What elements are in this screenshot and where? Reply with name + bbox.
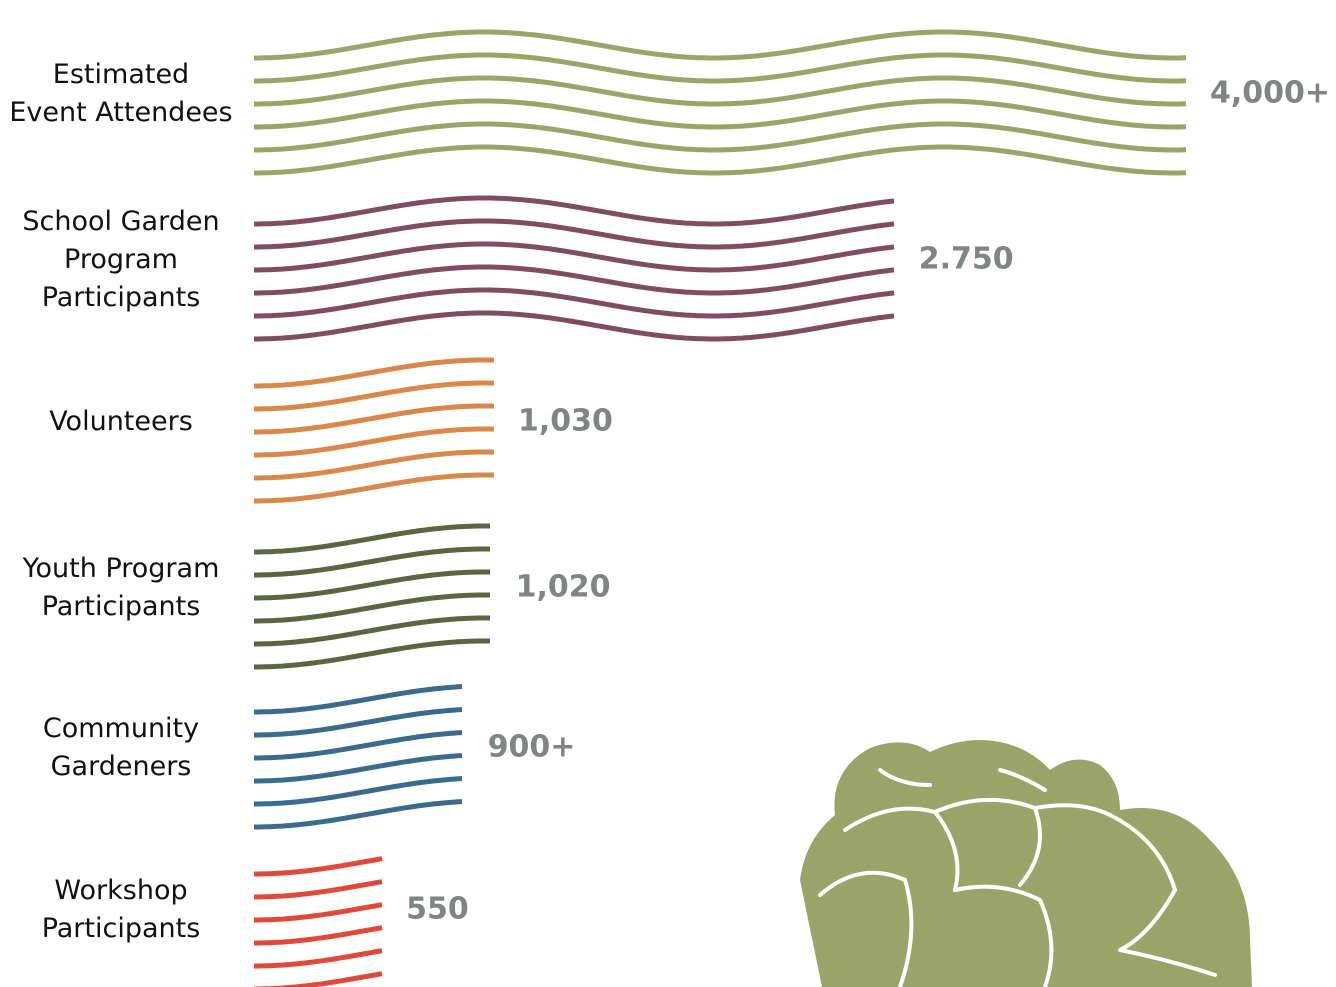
bar-6-wave xyxy=(254,879,383,900)
category-label-5: Community Gardeners xyxy=(43,713,199,782)
category-label-1: Estimated Event Attendees xyxy=(9,59,232,128)
bar-4-wave xyxy=(254,592,490,624)
artichoke-vein xyxy=(998,768,1047,792)
bar-1-wave xyxy=(254,52,1187,84)
value-label-5: 900+ xyxy=(488,730,576,765)
bar-2-wave xyxy=(254,287,895,319)
value-label-1: 4,000+ xyxy=(1210,76,1330,111)
bar-1-wave xyxy=(254,29,1187,61)
artichoke-vein xyxy=(818,870,914,987)
bar-4-wave xyxy=(254,638,490,670)
value-label-4: 1,020 xyxy=(516,570,611,605)
bars xyxy=(254,29,1187,987)
bar-5-wave xyxy=(254,753,463,784)
bar-1-wave xyxy=(254,144,1187,176)
bar-4-wave xyxy=(254,569,490,601)
bar-6-wave xyxy=(254,948,383,969)
bar-2-wave xyxy=(254,195,895,227)
bar-4 xyxy=(254,523,490,670)
bar-2 xyxy=(254,195,895,342)
bar-1-wave xyxy=(254,75,1187,107)
artichoke-vein xyxy=(1108,813,1178,952)
bar-3-wave xyxy=(254,403,495,435)
value-label-2: 2.750 xyxy=(919,242,1014,277)
bar-6-wave xyxy=(254,925,383,946)
bar-2-wave xyxy=(254,218,895,250)
bar-5-wave xyxy=(254,707,463,738)
artichoke-body xyxy=(800,739,1252,987)
bar-6-wave xyxy=(254,902,383,923)
bar-3-wave xyxy=(254,357,495,389)
artichoke-vein xyxy=(1033,803,1112,817)
bar-1-wave xyxy=(254,121,1187,153)
bar-4-wave xyxy=(254,546,490,578)
bar-2-wave xyxy=(254,241,895,273)
bar-3 xyxy=(254,357,495,504)
bar-5-wave xyxy=(254,730,463,761)
bar-2-wave xyxy=(254,264,895,296)
category-label-2: School Garden Program Participants xyxy=(22,206,219,313)
bar-5-wave xyxy=(254,799,463,830)
category-label-3: Volunteers xyxy=(49,406,193,437)
bar-1 xyxy=(254,29,1187,176)
labels: 4,000+ Estimated Event Attendees 2.750 Schoo… xyxy=(9,59,1330,944)
bar-6-wave xyxy=(254,971,383,987)
bar-4-wave xyxy=(254,615,490,647)
bar-3-wave xyxy=(254,449,495,481)
bar-2-wave xyxy=(254,310,895,342)
bar-3-wave xyxy=(254,380,495,412)
bar-1-wave xyxy=(254,98,1187,130)
artichoke-vein xyxy=(953,884,1054,987)
bar-3-wave xyxy=(254,472,495,504)
artichoke-icon xyxy=(800,739,1252,987)
category-label-4: Youth Program Participants xyxy=(22,553,220,622)
category-label-6: Workshop Participants xyxy=(42,875,201,944)
bar-4-wave xyxy=(254,523,490,555)
value-label-6: 550 xyxy=(406,892,469,927)
bar-3-wave xyxy=(254,426,495,458)
bar-5-wave xyxy=(254,776,463,807)
value-label-3: 1,030 xyxy=(518,404,613,439)
bar-5 xyxy=(254,684,463,830)
artichoke-vein xyxy=(878,768,932,787)
artichoke-vein xyxy=(1118,948,1217,977)
bar-6 xyxy=(254,856,383,987)
bar-6-wave xyxy=(254,856,383,877)
bar-5-wave xyxy=(254,684,463,715)
